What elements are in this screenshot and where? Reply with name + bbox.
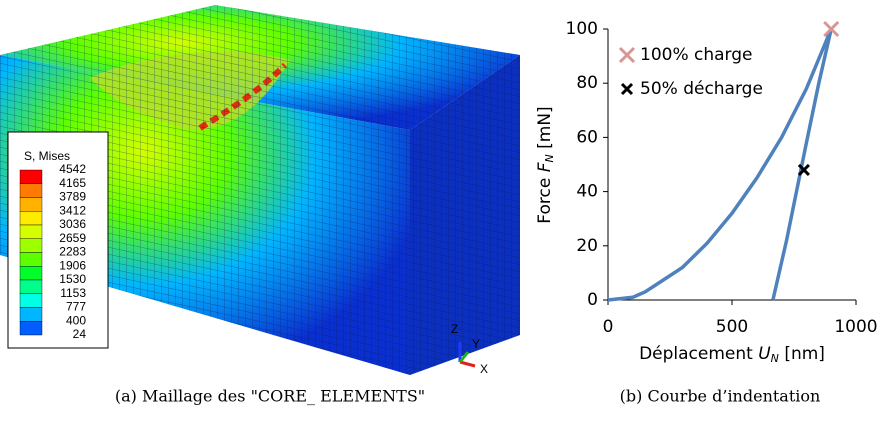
legend-value: 3412: [59, 203, 86, 217]
axis-triad: Z Y X: [451, 322, 488, 376]
x-tick-label: 0: [603, 317, 614, 337]
y-tick-label: 80: [576, 73, 598, 93]
contour-legend: S, Mises 4542416537893412303626592283190…: [7, 131, 109, 349]
y-tick-label: 100: [566, 19, 598, 39]
y-tick-label: 60: [576, 127, 598, 147]
triad-y: Y: [472, 337, 480, 351]
y-tick-label: 20: [576, 236, 598, 256]
legend-value: 3036: [59, 217, 86, 231]
y-axis-label: Force FN [mN]: [535, 106, 560, 223]
legend-swatch: [19, 169, 43, 184]
legend-value: 1530: [59, 272, 86, 286]
triad-z: Z: [451, 322, 458, 336]
legend-value: 4542: [59, 162, 86, 176]
y-tick-label: 40: [576, 182, 598, 202]
legend-marker: [620, 82, 634, 96]
legend-value: 2659: [59, 231, 86, 245]
x-tick-label: 1000: [834, 317, 877, 337]
legend-label: 100% charge: [640, 45, 752, 65]
legend-title: S, Mises: [24, 149, 70, 163]
legend-swatch: [19, 321, 43, 336]
line: [607, 28, 833, 302]
legend-swatch: [19, 307, 43, 322]
legend-swatch: [19, 211, 43, 226]
legend-value: 2283: [59, 245, 86, 259]
y-tick-label: 0: [587, 290, 598, 310]
legend-swatch: [19, 252, 43, 267]
legend-value: 3789: [59, 190, 86, 204]
legend-swatch: [19, 238, 43, 253]
caption-b: (b) Courbe d’indentation: [620, 387, 821, 406]
legend-swatch: [19, 279, 43, 294]
x-axis-label: Déplacement UN [nm]: [639, 344, 825, 369]
legend-value: 24: [73, 327, 87, 341]
legend-value: 4165: [59, 176, 86, 190]
legend-value: 1153: [60, 286, 86, 300]
legend-value: 400: [66, 313, 86, 327]
legend-swatch: [19, 197, 43, 212]
x-tick-label: 500: [716, 317, 748, 337]
marker: [797, 163, 810, 176]
legend-swatch: [19, 266, 43, 281]
legend-marker: [618, 46, 636, 64]
legend-swatch: [19, 293, 43, 308]
legend-swatch: [19, 224, 43, 239]
legend-value: 1906: [59, 258, 86, 272]
legend-value: 777: [66, 300, 86, 314]
line: [771, 28, 833, 301]
marker: [823, 20, 840, 38]
triad-x: X: [480, 362, 488, 376]
legend-label: 50% décharge: [640, 79, 763, 99]
caption-a: (a) Maillage des "CORE_ ELEMENTS": [115, 387, 425, 406]
legend-swatch: [19, 183, 43, 198]
